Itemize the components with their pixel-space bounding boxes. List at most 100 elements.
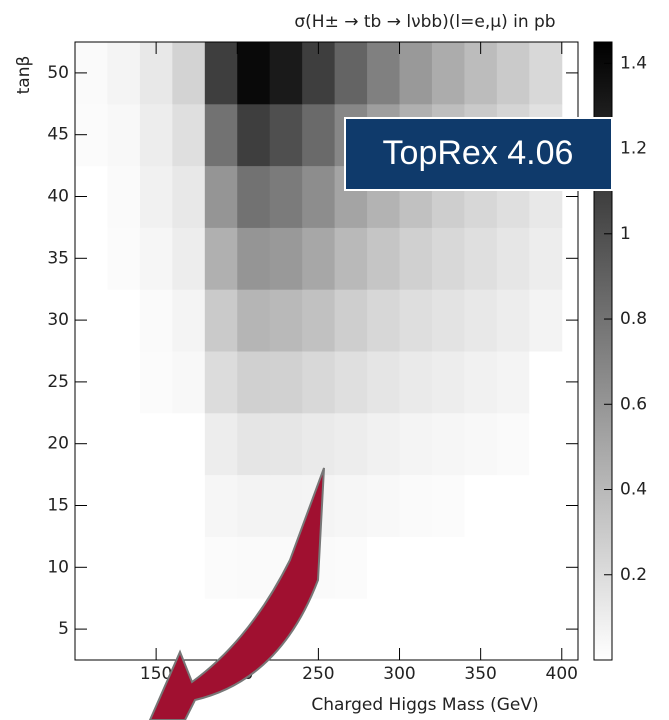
heatmap-cell xyxy=(334,289,368,352)
heatmap-cell xyxy=(139,165,173,228)
heatmap-cell xyxy=(496,536,530,599)
heatmap-cell xyxy=(302,289,336,352)
x-tick-label: 150 xyxy=(140,664,172,684)
x-tick-label: 300 xyxy=(383,664,415,684)
heatmap-cell xyxy=(399,351,433,414)
heatmap-cell xyxy=(334,536,368,599)
heatmap-cell xyxy=(269,474,303,537)
y-tick-label: 20 xyxy=(47,434,69,454)
heatmap-cell xyxy=(464,474,498,537)
heatmap-cell xyxy=(302,227,336,290)
heatmap-cell xyxy=(399,536,433,599)
heatmap-cell xyxy=(334,474,368,537)
y-tick-label: 10 xyxy=(47,557,69,577)
x-tick-label: 400 xyxy=(546,664,578,684)
heatmap-cell xyxy=(107,165,141,228)
heatmap-cell xyxy=(139,289,173,352)
heatmap-cell xyxy=(496,227,530,290)
heatmap-cell xyxy=(399,42,433,105)
heatmap-cell xyxy=(172,598,206,661)
heatmap-cell xyxy=(431,227,465,290)
heatmap-cell xyxy=(399,474,433,537)
heatmap-cell xyxy=(204,42,238,105)
heatmap-cell xyxy=(269,103,303,167)
heatmap-cell xyxy=(529,42,563,105)
plot-frame xyxy=(74,41,579,661)
heatmap-cell xyxy=(496,598,530,661)
heatmap-cell xyxy=(172,474,206,537)
heatmap-cell xyxy=(399,289,433,352)
heatmap-cell xyxy=(431,598,465,661)
colorbar-tick-label: 0.4 xyxy=(620,480,647,500)
heatmap-cell xyxy=(204,351,238,414)
heatmap-cell xyxy=(399,412,433,476)
heatmap-cell xyxy=(237,227,271,290)
x-axis-label: Charged Higgs Mass (GeV) xyxy=(311,695,538,715)
heatmap-cell xyxy=(237,289,271,352)
heatmap-cell xyxy=(367,598,401,661)
heatmap-cell xyxy=(399,598,433,661)
heatmap-cell xyxy=(529,227,563,290)
heatmap-cell xyxy=(237,474,271,537)
heatmap-cell xyxy=(269,289,303,352)
heatmap-cell xyxy=(334,42,368,105)
heatmap-cell xyxy=(204,474,238,537)
heatmap-cell xyxy=(172,289,206,352)
heatmap-cell xyxy=(464,227,498,290)
arrow xyxy=(148,467,325,720)
heatmap-cell xyxy=(496,42,530,105)
y-tick-label: 30 xyxy=(47,310,69,330)
heatmap-cell xyxy=(139,412,173,476)
heatmap-cell xyxy=(237,165,271,228)
heatmap-cell xyxy=(496,412,530,476)
heatmap-cell xyxy=(204,536,238,599)
heatmap-cell xyxy=(431,289,465,352)
heatmap-cell xyxy=(107,289,141,352)
heatmap-cell xyxy=(172,227,206,290)
heatmap-cell xyxy=(302,165,336,228)
heatmap-cell xyxy=(529,289,563,352)
colorbar-tick-label: 0.2 xyxy=(620,565,647,585)
heatmap-cell xyxy=(107,42,141,105)
heatmap-cell xyxy=(237,351,271,414)
heatmap-cell xyxy=(269,42,303,105)
heatmap-cell xyxy=(269,351,303,414)
heatmap-cell xyxy=(269,165,303,228)
y-tick-label: 45 xyxy=(47,125,69,145)
heatmap-cell xyxy=(367,289,401,352)
heatmap-cell xyxy=(367,227,401,290)
heatmap-cell xyxy=(172,42,206,105)
heatmap-cell xyxy=(464,289,498,352)
heatmap-cell xyxy=(367,474,401,537)
heatmap-cell xyxy=(529,474,563,537)
y-tick-label: 35 xyxy=(47,248,69,268)
heatmap-cell xyxy=(334,227,368,290)
x-tick-label: 350 xyxy=(464,664,496,684)
heatmap-cell xyxy=(107,227,141,290)
heatmap-cell xyxy=(431,351,465,414)
heatmap-cell xyxy=(496,351,530,414)
colorbar-tick-label: 0.8 xyxy=(620,309,647,329)
heatmap-cell xyxy=(464,351,498,414)
x-tick-label: 250 xyxy=(302,664,334,684)
heatmap-cell xyxy=(269,227,303,290)
heatmap-cell xyxy=(367,351,401,414)
y-axis-label: tanβ xyxy=(14,56,34,95)
heatmap-cell xyxy=(431,536,465,599)
color-bar xyxy=(593,41,613,661)
chart-title: σ(H± → tb → lνbb)(l=e,μ) in pb xyxy=(294,12,555,32)
heatmap-cell xyxy=(431,42,465,105)
heatmap-cell xyxy=(367,42,401,105)
y-tick-label: 5 xyxy=(58,619,69,639)
heatmap-cell xyxy=(172,412,206,476)
heatmap-cell xyxy=(172,165,206,228)
heatmap-cell xyxy=(172,351,206,414)
heatmap-cell xyxy=(334,351,368,414)
y-tick-label: 15 xyxy=(47,496,69,516)
heatmap-cell xyxy=(529,412,563,476)
heatmap-cell xyxy=(496,289,530,352)
heatmap-cell xyxy=(431,412,465,476)
colorbar-tick-label: 1.4 xyxy=(620,53,647,73)
y-tick-label: 40 xyxy=(47,187,69,207)
